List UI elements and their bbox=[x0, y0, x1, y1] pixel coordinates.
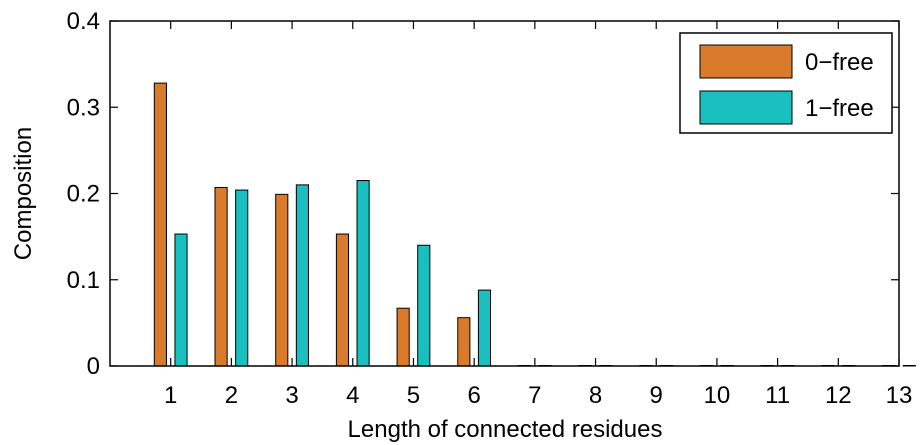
x-tick-label: 9 bbox=[650, 382, 663, 409]
x-tick-label: 11 bbox=[765, 382, 790, 409]
x-axis: 1 2 3 4 5 6 7 8 9 10 11 12 13 bbox=[164, 21, 912, 409]
bar-1-free-1 bbox=[174, 233, 188, 367]
bar-0-free-3 bbox=[275, 193, 289, 367]
y-tick-label: 0.1 bbox=[67, 267, 100, 294]
bar-0-free-6 bbox=[457, 317, 471, 367]
legend-label-1-free: 1−free bbox=[805, 95, 874, 122]
x-axis-label: Length of connected residues bbox=[348, 416, 663, 443]
x-tick-label: 3 bbox=[285, 382, 298, 409]
bar-0-free-5 bbox=[396, 307, 410, 367]
x-tick-label: 7 bbox=[528, 382, 541, 409]
y-tick-label: 0.2 bbox=[67, 181, 100, 208]
x-tick-label: 1 bbox=[164, 382, 177, 409]
bar-1-free-6 bbox=[477, 289, 492, 367]
bar-1-free-2 bbox=[235, 189, 249, 367]
x-tick-label: 13 bbox=[886, 382, 913, 409]
x-tick-label: 10 bbox=[704, 382, 731, 409]
x-tick-label: 5 bbox=[407, 382, 420, 409]
bar-1-free-13 bbox=[902, 365, 916, 367]
legend-swatch-0-free bbox=[699, 44, 793, 79]
y-axis: 0 0.1 0.2 0.3 0.4 bbox=[67, 8, 899, 380]
x-tick-label: 8 bbox=[589, 382, 602, 409]
legend-swatch-1-free bbox=[699, 90, 793, 125]
bar-0-free-1 bbox=[153, 82, 167, 367]
bar-1-free-5 bbox=[417, 244, 431, 367]
legend-label-0-free: 0−free bbox=[805, 49, 874, 76]
x-tick-label: 2 bbox=[225, 382, 238, 409]
y-tick-label: 0 bbox=[87, 353, 100, 380]
bars-layer bbox=[153, 82, 916, 367]
bar-1-free-4 bbox=[356, 180, 370, 367]
x-tick-label: 4 bbox=[346, 382, 359, 409]
y-tick-label: 0.4 bbox=[67, 8, 100, 35]
bar-1-free-3 bbox=[295, 184, 309, 367]
legend: 0−free 1−free bbox=[679, 32, 893, 134]
bar-0-free-4 bbox=[335, 233, 350, 367]
x-tick-label: 6 bbox=[467, 382, 480, 409]
bar-0-free-2 bbox=[214, 186, 228, 367]
y-tick-label: 0.3 bbox=[67, 94, 100, 121]
y-axis-label: Composition bbox=[10, 127, 37, 260]
x-tick-label: 12 bbox=[825, 382, 852, 409]
